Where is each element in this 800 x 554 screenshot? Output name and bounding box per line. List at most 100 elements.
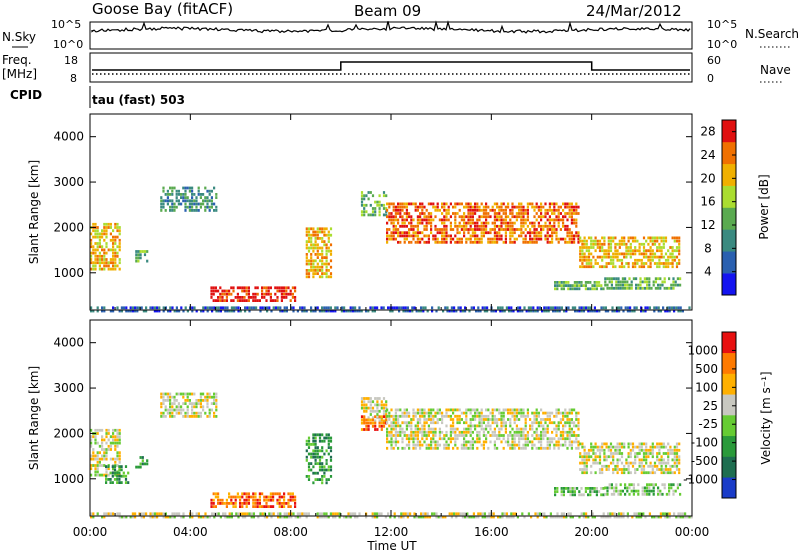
velocity-cell-9 [603,442,606,446]
power-cell-6 [531,237,534,241]
power-cell-4 [323,262,326,266]
power-cell-5 [385,207,388,210]
power-cell-6 [480,231,483,235]
velocity-cell-9 [594,445,597,449]
velocity-cell-8 [412,430,415,434]
velocity-cell-12 [378,512,381,516]
power-cell-6 [478,240,481,244]
velocity-cell-9 [669,471,672,475]
power-cell-7 [634,265,637,269]
power-cell-10 [266,306,269,310]
velocity-cell-9 [656,458,659,462]
power-cell-6 [564,205,567,209]
power-cell-6 [526,224,529,228]
velocity-cell-12 [334,512,337,516]
velocity-cell-12 [466,515,469,519]
velocity-cell-12 [578,515,581,519]
velocity-cell-8 [573,408,576,412]
velocity-cell-3 [197,411,200,415]
velocity-cell-0 [116,438,119,442]
velocity-cell-12 [464,512,467,516]
velocity-cell-8 [518,437,521,441]
power-cell-6 [575,205,578,209]
power-cell-0 [101,229,104,233]
power-cell-6 [546,212,549,215]
power-cell-7 [614,246,617,249]
velocity-cell-8 [480,424,483,428]
velocity-cell-3 [215,415,218,418]
velocity-cell-12 [347,512,350,516]
power-cell-6 [392,228,395,231]
power-cell-10 [244,309,247,313]
velocity-cell-4 [236,492,239,496]
velocity-cell-3 [208,415,211,418]
velocity-cell-12 [213,515,216,519]
power-cell-10 [578,309,581,313]
velocity-cell-8 [524,418,527,421]
power-cell-6 [529,237,532,241]
power-cell-5 [365,203,368,207]
power-cell-6 [460,237,463,241]
power-cell-10 [101,309,104,313]
power-cell-10 [332,309,335,313]
velocity-cell-8 [390,443,393,447]
power-cell-10 [217,306,220,310]
velocity-cell-3 [188,402,191,405]
power-cell-2 [162,199,165,203]
power-cell-6 [463,215,466,219]
velocity-cell-7 [378,424,381,428]
power-cell-2 [193,193,196,196]
power-cell-6 [568,215,571,219]
velocity-cell-8 [546,446,549,450]
velocity-cell-12 [488,512,491,516]
power-cell-7 [616,255,619,259]
velocity-cell-8 [414,446,417,450]
power-cell-7 [638,258,641,262]
velocity-cell-8 [491,430,494,434]
velocity-cell-9 [642,468,646,471]
power-cell-9 [626,280,629,284]
power-cell-7 [618,242,621,246]
power-cell-2 [184,193,187,196]
power-cell-7 [585,246,588,249]
velocity-cell-9 [629,471,632,475]
velocity-cell-9 [607,448,610,452]
power-cell-7 [651,252,654,256]
velocity-cell-7 [382,415,386,419]
power-cell-6 [498,208,501,212]
velocity-cell-12 [180,515,183,519]
power-cell-3 [245,289,248,293]
power-cell-6 [390,212,393,215]
velocity-cell-12 [123,515,126,519]
velocity-cell-6 [374,397,377,400]
velocity-cell-8 [436,408,439,412]
velocity-cell-9 [629,452,632,455]
velocity-cell-0 [103,448,106,451]
power-cell-6 [500,208,503,212]
velocity-cell-9 [616,458,619,462]
power-cell-7 [620,262,624,265]
power-cell-6 [476,218,479,222]
velocity-cell-12 [534,512,537,516]
velocity-cell-12 [272,512,275,516]
velocity-cell-8 [423,440,426,444]
velocity-cell-8 [575,434,578,437]
velocity-cell-8 [491,414,494,418]
power-cell-2 [206,199,209,203]
power-cell-7 [671,236,674,240]
power-cell-5 [360,203,364,207]
power-cell-6 [540,212,543,215]
velocity-cell-1 [111,471,114,475]
velocity-cell-9 [675,458,679,462]
velocity-cell-3 [160,392,163,396]
velocity-cell-9 [638,464,641,468]
power-cell-3 [252,296,255,299]
power-cell-6 [568,208,571,212]
power-cell-10 [206,309,209,313]
velocity-cell-12 [417,515,420,519]
velocity-cell-0 [114,444,117,448]
power-cell-0 [114,261,117,265]
velocity-cell-9 [587,452,591,455]
velocity-cell-4 [212,498,215,502]
power-cell-6 [542,205,545,209]
